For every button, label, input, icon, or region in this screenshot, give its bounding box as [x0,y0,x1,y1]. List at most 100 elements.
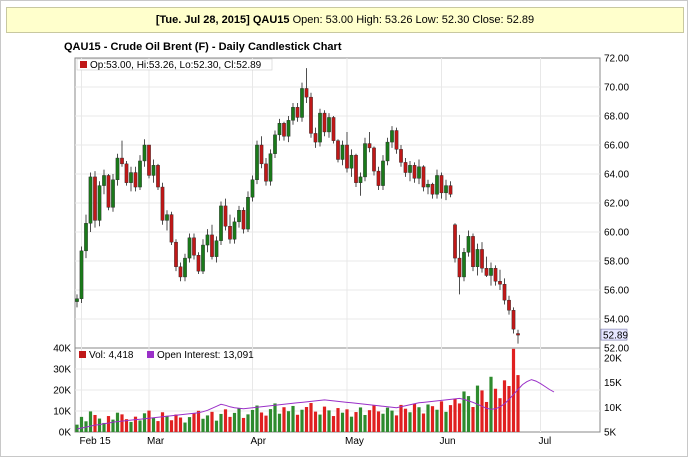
candle-up [286,120,291,137]
volume-bar [331,416,336,432]
quote-date: [Tue. Jul 28, 2015] [155,14,250,26]
volume-bar [241,417,246,432]
volume-bar [160,412,165,432]
candle-up [165,214,169,221]
candle-down [399,149,403,163]
volume-bar [156,421,160,432]
price-legend-text: Op:53.00, Hi:53.26, Lo:52.30, Cl:52.89 [90,60,262,71]
candle-down [403,162,408,173]
volume-series [75,348,520,432]
volume-bar [174,414,178,432]
candle-up [111,179,115,208]
candle-up [426,183,430,188]
volume-bar [178,417,183,432]
last-price-box [600,328,628,341]
volume-bar [88,411,93,432]
open-interest-tick-label: 10K [604,403,622,414]
volume-bar [223,409,228,432]
candle-down [160,186,165,221]
volume-bar [79,416,84,432]
candle-down [309,96,313,134]
candle-up [84,223,88,252]
candle-up [435,175,439,195]
volume-bar [106,416,111,432]
candle-down [367,143,372,149]
candle-up [358,176,363,183]
candle-up [300,88,304,118]
volume-bar [93,414,97,432]
candle-up [340,144,345,160]
price-tick-label: 62.00 [604,199,629,210]
volume-bar [358,407,363,432]
volume-bar [151,417,156,432]
candle-down [372,147,376,172]
volume-bar [309,403,313,432]
volume-bar [210,411,214,432]
volume-bar [304,407,309,432]
candle-up [142,144,147,162]
volume-bar [493,388,498,432]
last-price-label: 52.89 [603,331,628,342]
price-tick-label: 60.00 [604,228,629,239]
volume-bar [322,406,327,432]
price-tick-label: 70.00 [604,83,629,94]
volume-bar [286,411,291,432]
volume-bar [102,422,106,432]
candle-up [462,252,466,278]
candle-up [327,117,331,133]
candle-down [516,333,520,336]
candle-down [376,170,381,186]
volume-bar [75,424,79,432]
candle-up [349,154,354,169]
volume-bar [115,412,120,432]
candle-up [138,160,142,188]
volume-bar [273,403,277,432]
candle-up [187,237,192,259]
volume-bar [327,410,331,432]
candle-down [192,237,196,256]
candle-down [484,268,489,276]
candle-down [196,254,201,272]
candle-up [102,175,106,186]
candle-down [241,210,246,230]
candle-down [507,299,511,311]
candle-down [169,214,174,243]
volume-legend-swatch [79,351,86,358]
volume-bar [120,414,124,432]
volume-bar [381,413,385,432]
candle-up [466,236,471,253]
candle-up [277,123,282,136]
volume-bar [250,409,255,432]
candle-up [246,196,250,230]
volume-bar [372,405,376,432]
candle-down [354,154,358,183]
volume-bar [498,398,502,432]
candle-down [147,144,151,176]
candle-down [471,236,475,268]
candle-down [124,163,129,183]
volume-bar [340,412,345,432]
volume-bar [169,420,174,432]
volume-bar [367,410,372,432]
candle-down [394,130,399,150]
axis-labels: 52.00 54.00 56.00 58.00 60.00 62.00 64.00 66.00… [53,54,629,448]
volume-tick-label: 10K [53,407,71,418]
candle-down [264,163,268,182]
candle-up [151,165,156,176]
candle-up [381,160,385,186]
price-tick-label: 58.00 [604,257,629,268]
volume-bar [255,405,259,432]
candle-up [273,134,277,154]
candle-down [228,225,232,240]
date-tick-label: Jul [539,436,552,447]
volume-bar [300,409,304,432]
candle-up [291,107,295,121]
candle-down [133,172,138,188]
candle-up [250,179,255,198]
quote-ohlc: Open: 53.00 High: 53.26 Low: 52.30 Close… [292,14,535,26]
candle-down [322,112,327,133]
volume-bar [142,413,147,432]
candle-down [336,140,340,160]
candle-down [345,144,349,169]
